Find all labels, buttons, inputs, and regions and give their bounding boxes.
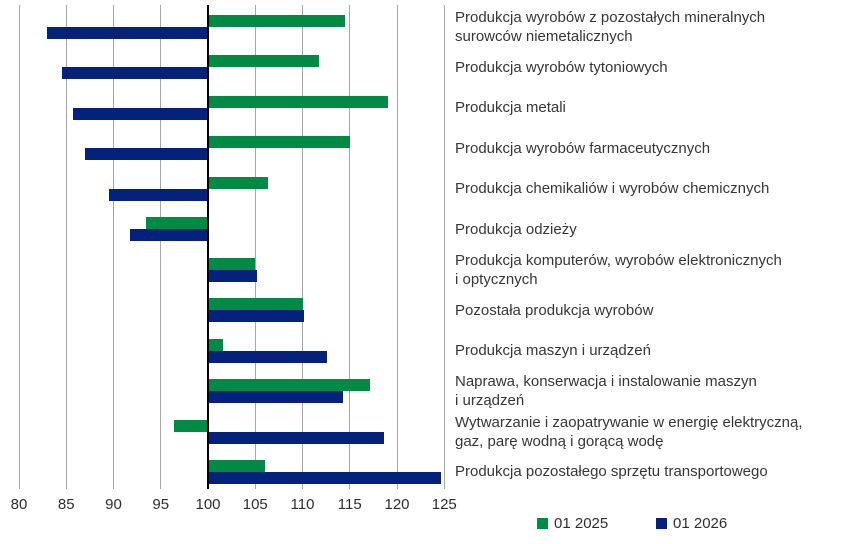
- bar-01-2026-row5: [108, 188, 208, 201]
- gridline-105: [254, 5, 256, 489]
- bar-01-2026-row10: [208, 391, 344, 404]
- x-tick-label-100: 100: [195, 496, 221, 513]
- bar-01-2025-row2: [208, 55, 319, 68]
- gridline-115: [349, 5, 351, 489]
- bar-01-2025-row11: [173, 419, 208, 432]
- gridline-110: [302, 5, 303, 489]
- x-tick-label-125: 125: [431, 496, 457, 513]
- bar-01-2025-row3: [208, 95, 388, 108]
- legend-label: 01 2025: [554, 514, 609, 532]
- category-label-row4: Produkcja wyrobów farmaceutycznych: [455, 139, 711, 157]
- x-tick-label-95: 95: [152, 496, 170, 513]
- bar-01-2026-row12: [208, 471, 442, 484]
- x-tick-label-115: 115: [337, 496, 362, 513]
- x-tick-label-105: 105: [242, 496, 268, 513]
- bar-01-2026-row4: [85, 148, 208, 161]
- category-label-row10: Naprawa, konserwacja i instalowanie masz…: [455, 373, 757, 410]
- category-label-row11: Wytwarzanie i zaopatrywanie w energię el…: [455, 413, 803, 450]
- x-tick-label-80: 80: [10, 496, 28, 513]
- bar-01-2026-row9: [208, 350, 328, 363]
- bar-01-2025-row7: [208, 257, 256, 270]
- x-tick-label-110: 110: [290, 496, 315, 513]
- x-tick-label-85: 85: [57, 496, 75, 513]
- bar-01-2026-row1: [47, 27, 208, 39]
- bar-01-2026-row7: [208, 269, 258, 282]
- x-tick-label-90: 90: [105, 496, 122, 513]
- bar-01-2026-row3: [72, 107, 208, 120]
- bar-01-2026-row6: [129, 229, 208, 242]
- legend-item-01-2026: 01 2026: [656, 514, 728, 532]
- category-label-row9: Produkcja maszyn i urządzeń: [455, 342, 651, 360]
- category-label-row2: Produkcja wyrobów tytoniowych: [455, 58, 668, 76]
- legend-swatch-01-2025: [537, 517, 548, 529]
- gridline-95: [160, 5, 162, 489]
- category-label-row6: Produkcja odzieży: [455, 220, 577, 238]
- category-label-row7: Produkcja komputerów, wyrobów elektronic…: [455, 251, 782, 288]
- legend-item-01-2025: 01 2025: [537, 514, 609, 532]
- category-label-row12: Produkcja pozostałego sprzętu transporto…: [455, 463, 768, 481]
- x-tick-label-120: 120: [384, 496, 410, 513]
- legend-swatch-01-2026: [656, 517, 667, 529]
- bar-01-2025-row9: [208, 338, 224, 351]
- category-label-row3: Produkcja metali: [455, 99, 566, 117]
- bar-01-2025-row4: [208, 136, 350, 149]
- category-label-row8: Pozostała produkcja wyrobów: [455, 301, 654, 319]
- bar-01-2025-row10: [208, 379, 370, 392]
- bar-01-2025-row12: [208, 459, 265, 472]
- bar-01-2025-row1: [208, 15, 346, 27]
- gridline-85: [65, 5, 67, 489]
- bar-01-2025-row8: [208, 298, 303, 311]
- gridline-90: [113, 5, 114, 489]
- baseline-axis-100: [207, 5, 209, 489]
- bar-01-2026-row2: [62, 67, 208, 80]
- bar-01-2025-row5: [208, 176, 268, 189]
- bar-01-2026-row11: [208, 431, 384, 444]
- gridline-120: [396, 5, 398, 489]
- legend-label: 01 2026: [673, 514, 728, 532]
- gridline-80: [18, 5, 20, 489]
- bar-01-2025-row6: [145, 217, 208, 230]
- category-label-row5: Produkcja chemikaliów i wyrobów chemiczn…: [455, 180, 770, 198]
- category-label-row1: Produkcja wyrobów z pozostałych mineraln…: [455, 9, 766, 45]
- bar-01-2026-row8: [208, 310, 305, 323]
- gridline-125: [443, 5, 445, 489]
